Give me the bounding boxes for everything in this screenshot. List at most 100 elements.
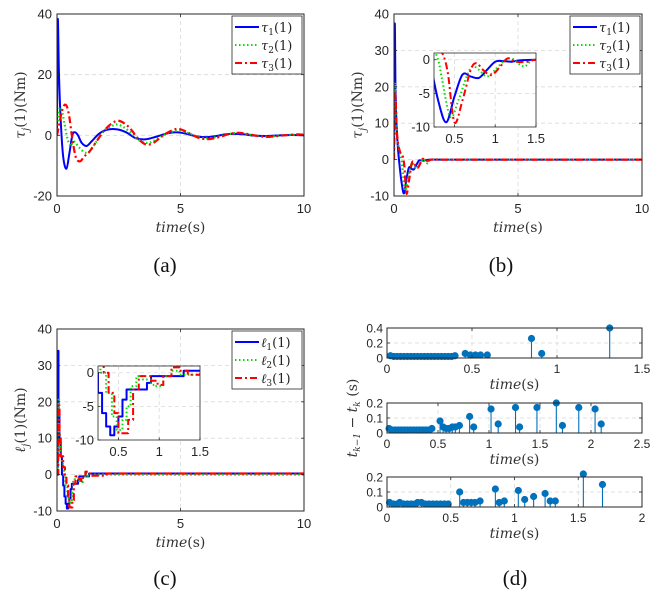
panel-d-subplot-1-xtick-label: 0.5 [464, 362, 481, 376]
panel-d-subplot-3-xtick-label: 1 [511, 511, 518, 525]
panel-d-subplot-1-ytick-label: 0 [376, 352, 383, 366]
panel-a-xtick-label: 5 [177, 201, 184, 216]
panel-c-ytick-label: 40 [38, 322, 52, 337]
panel-d-subplot-3-stem-marker [476, 497, 484, 505]
panel-d-subplot-2-stem-marker [494, 420, 502, 428]
panel-d-subplot-3-stem-marker [500, 497, 508, 505]
panel-a-ytick-label: -20 [33, 189, 52, 204]
panel-a-xlabel: time(s) [156, 220, 206, 236]
panel-d-subplot-2-stem-marker [591, 405, 599, 413]
panel-b-inset-box [433, 52, 537, 128]
panel-c-ytick-label: 10 [38, 431, 52, 446]
panel-c-inset-ytick-label: -5 [82, 399, 94, 414]
panel-b-legend-label-1: τ1(1) [599, 21, 630, 38]
panel-d-subplot-2-stem-marker [487, 405, 495, 413]
panel-c-legend-label-3: ℓ3(1) [261, 372, 291, 389]
panel-d-subplot-2-xtick-label: 0.5 [430, 437, 447, 451]
panel-b-inset-series-3-line [440, 53, 536, 124]
panel-a-series-3-line [57, 103, 304, 163]
panel-d-subplot-3-stem-marker [530, 492, 538, 501]
panel-d-subplot-2-xtick-label: 2.5 [634, 437, 651, 451]
panel-d-subplot-1-xlabel: time(s) [490, 377, 540, 393]
panel-d-subplot-3-ytick-label: 0 [376, 501, 383, 515]
panel-b-ytick-label: 30 [375, 43, 389, 58]
panel-d-subplot-1-stem-marker [527, 334, 536, 343]
data-layer: 0.5 1 1.5 -10 -5 0 0.5 1 1.5 -10 -5 0 [57, 17, 642, 510]
panel-a-ylabel: τj(1)(Nm) [13, 71, 32, 138]
panel-b-xtick-label: 0 [390, 201, 397, 216]
text-layer: 0 5 10-2002040time(s)τj(1)(Nm)(a)τ1(1)τ2(1… [13, 7, 651, 591]
panel-d-subplot-2-stem-marker [516, 423, 524, 431]
panel-b-inset-series-1-line [434, 58, 536, 124]
panel-d-subplot-3-stem-marker [456, 488, 464, 496]
panel-c-xtick-label: 0 [53, 516, 60, 531]
panel-c-ylabel: ℓj(1)(Nm) [13, 387, 32, 452]
panel-d-subplot-3-stem-marker [491, 485, 499, 493]
panel-d-caption: (d) [503, 566, 528, 590]
axes-layer [56, 13, 643, 512]
panel-b-series-3-line [394, 92, 642, 195]
panel-b-ytick-label: 0 [382, 152, 389, 167]
panel-c-ytick-label: 20 [38, 394, 52, 409]
panel-d-subplot-3-stem-marker [546, 497, 554, 505]
panel-a-legend-label-3: τ3(1) [261, 57, 292, 74]
panel-a-xtick-label: 0 [53, 201, 60, 216]
panel-c-inset-box [97, 365, 201, 441]
panel-a-ytick-label: 20 [38, 67, 52, 82]
panel-d-subplot-3-stem-marker [444, 500, 452, 508]
panel-b-inset-xtick-label: 1 [492, 131, 499, 146]
panel-b-caption: (b) [489, 253, 514, 277]
panel-d-subplot-1-ytick-label: 0.2 [366, 337, 383, 351]
panel-d-subplot-3-xlabel: time(s) [490, 526, 540, 542]
panel-d-subplot-3-ytick-label: 0.1 [366, 486, 383, 500]
panel-b-ytick-label: -10 [370, 189, 389, 204]
panel-d-subplot-3-xtick-label: 2 [639, 511, 646, 525]
panel-d-ylabel: tk−1 − tk (s) [345, 379, 363, 458]
panel-c-inset-series-3-line [102, 366, 200, 435]
panel-d-subplot-2-stem-marker [575, 403, 583, 412]
panel-c-inset-ytick-label: 0 [87, 365, 94, 380]
panel-a-ytick-label: 0 [45, 128, 52, 143]
panel-b-inset-ytick-label: -5 [418, 86, 430, 101]
panel-b-inset-ytick-label: -10 [411, 120, 430, 135]
panel-d-subplot-2-xtick-label: 0 [384, 437, 391, 451]
panel-d-subplot-2-ytick-label: 0.1 [366, 412, 383, 426]
panel-d-subplot-3-stem-marker [598, 480, 607, 489]
panel-c-inset-xtick-label: 1.5 [191, 444, 209, 459]
panel-b-ytick-label: 20 [375, 79, 389, 94]
panel-d-subplot-1-stem-marker [538, 349, 546, 358]
panel-c-ytick-label: 0 [45, 467, 52, 482]
panel-d-subplot-1-stem-marker [476, 351, 485, 359]
panel-a-ytick-label: 40 [38, 7, 52, 22]
panel-d-subplot-2-stem-marker [597, 420, 605, 428]
panel-d-subplot-2-stem-marker [436, 417, 444, 425]
panel-d-subplot-1-xtick-label: 1.5 [634, 362, 651, 376]
panel-d-subplot-3-ytick-label: 0.2 [366, 471, 383, 485]
panel-d-subplot-2-stem-marker [533, 403, 541, 412]
panel-d-subplot-3-stem-marker [551, 497, 559, 505]
panel-b-inset-bg [434, 53, 536, 127]
panel-d-subplot-2-stem-marker [466, 412, 474, 421]
panel-d-subplot-2-xtick-label: 1 [486, 437, 493, 451]
panel-d-subplot-2-stem-marker [511, 403, 520, 412]
panel-d-subplot-1-ytick-label: 0.4 [366, 322, 383, 336]
panel-a-legend-label-2: τ2(1) [261, 39, 292, 56]
panel-b-xtick-label: 10 [635, 201, 649, 216]
panel-a-legend-label-1: τ1(1) [261, 21, 292, 38]
panel-d-subplot-2-stem-marker [428, 424, 436, 433]
panel-b-xlabel: time(s) [493, 220, 543, 236]
panel-c-inset-ytick-label: -10 [75, 433, 94, 448]
panel-d-subplot-3-stem-marker [541, 489, 549, 498]
panel-c-xtick-label: 10 [297, 516, 311, 531]
panel-d-subplot-3-xtick-label: 0 [384, 511, 391, 525]
panel-c-caption: (c) [153, 566, 176, 590]
panel-d-subplot-3-xtick-label: 0.5 [442, 511, 459, 525]
panel-d-subplot-2-xtick-label: 1.5 [532, 437, 549, 451]
panel-b-inset-ytick-label: 0 [423, 52, 430, 67]
panel-b-legend-label-2: τ2(1) [599, 39, 630, 56]
panel-a-xtick-label: 10 [297, 201, 311, 216]
panel-d-subplot-2-stem-marker [470, 423, 478, 431]
panel-b-legend-label-3: τ3(1) [599, 57, 630, 74]
panel-c-ytick-label: 30 [38, 358, 52, 373]
